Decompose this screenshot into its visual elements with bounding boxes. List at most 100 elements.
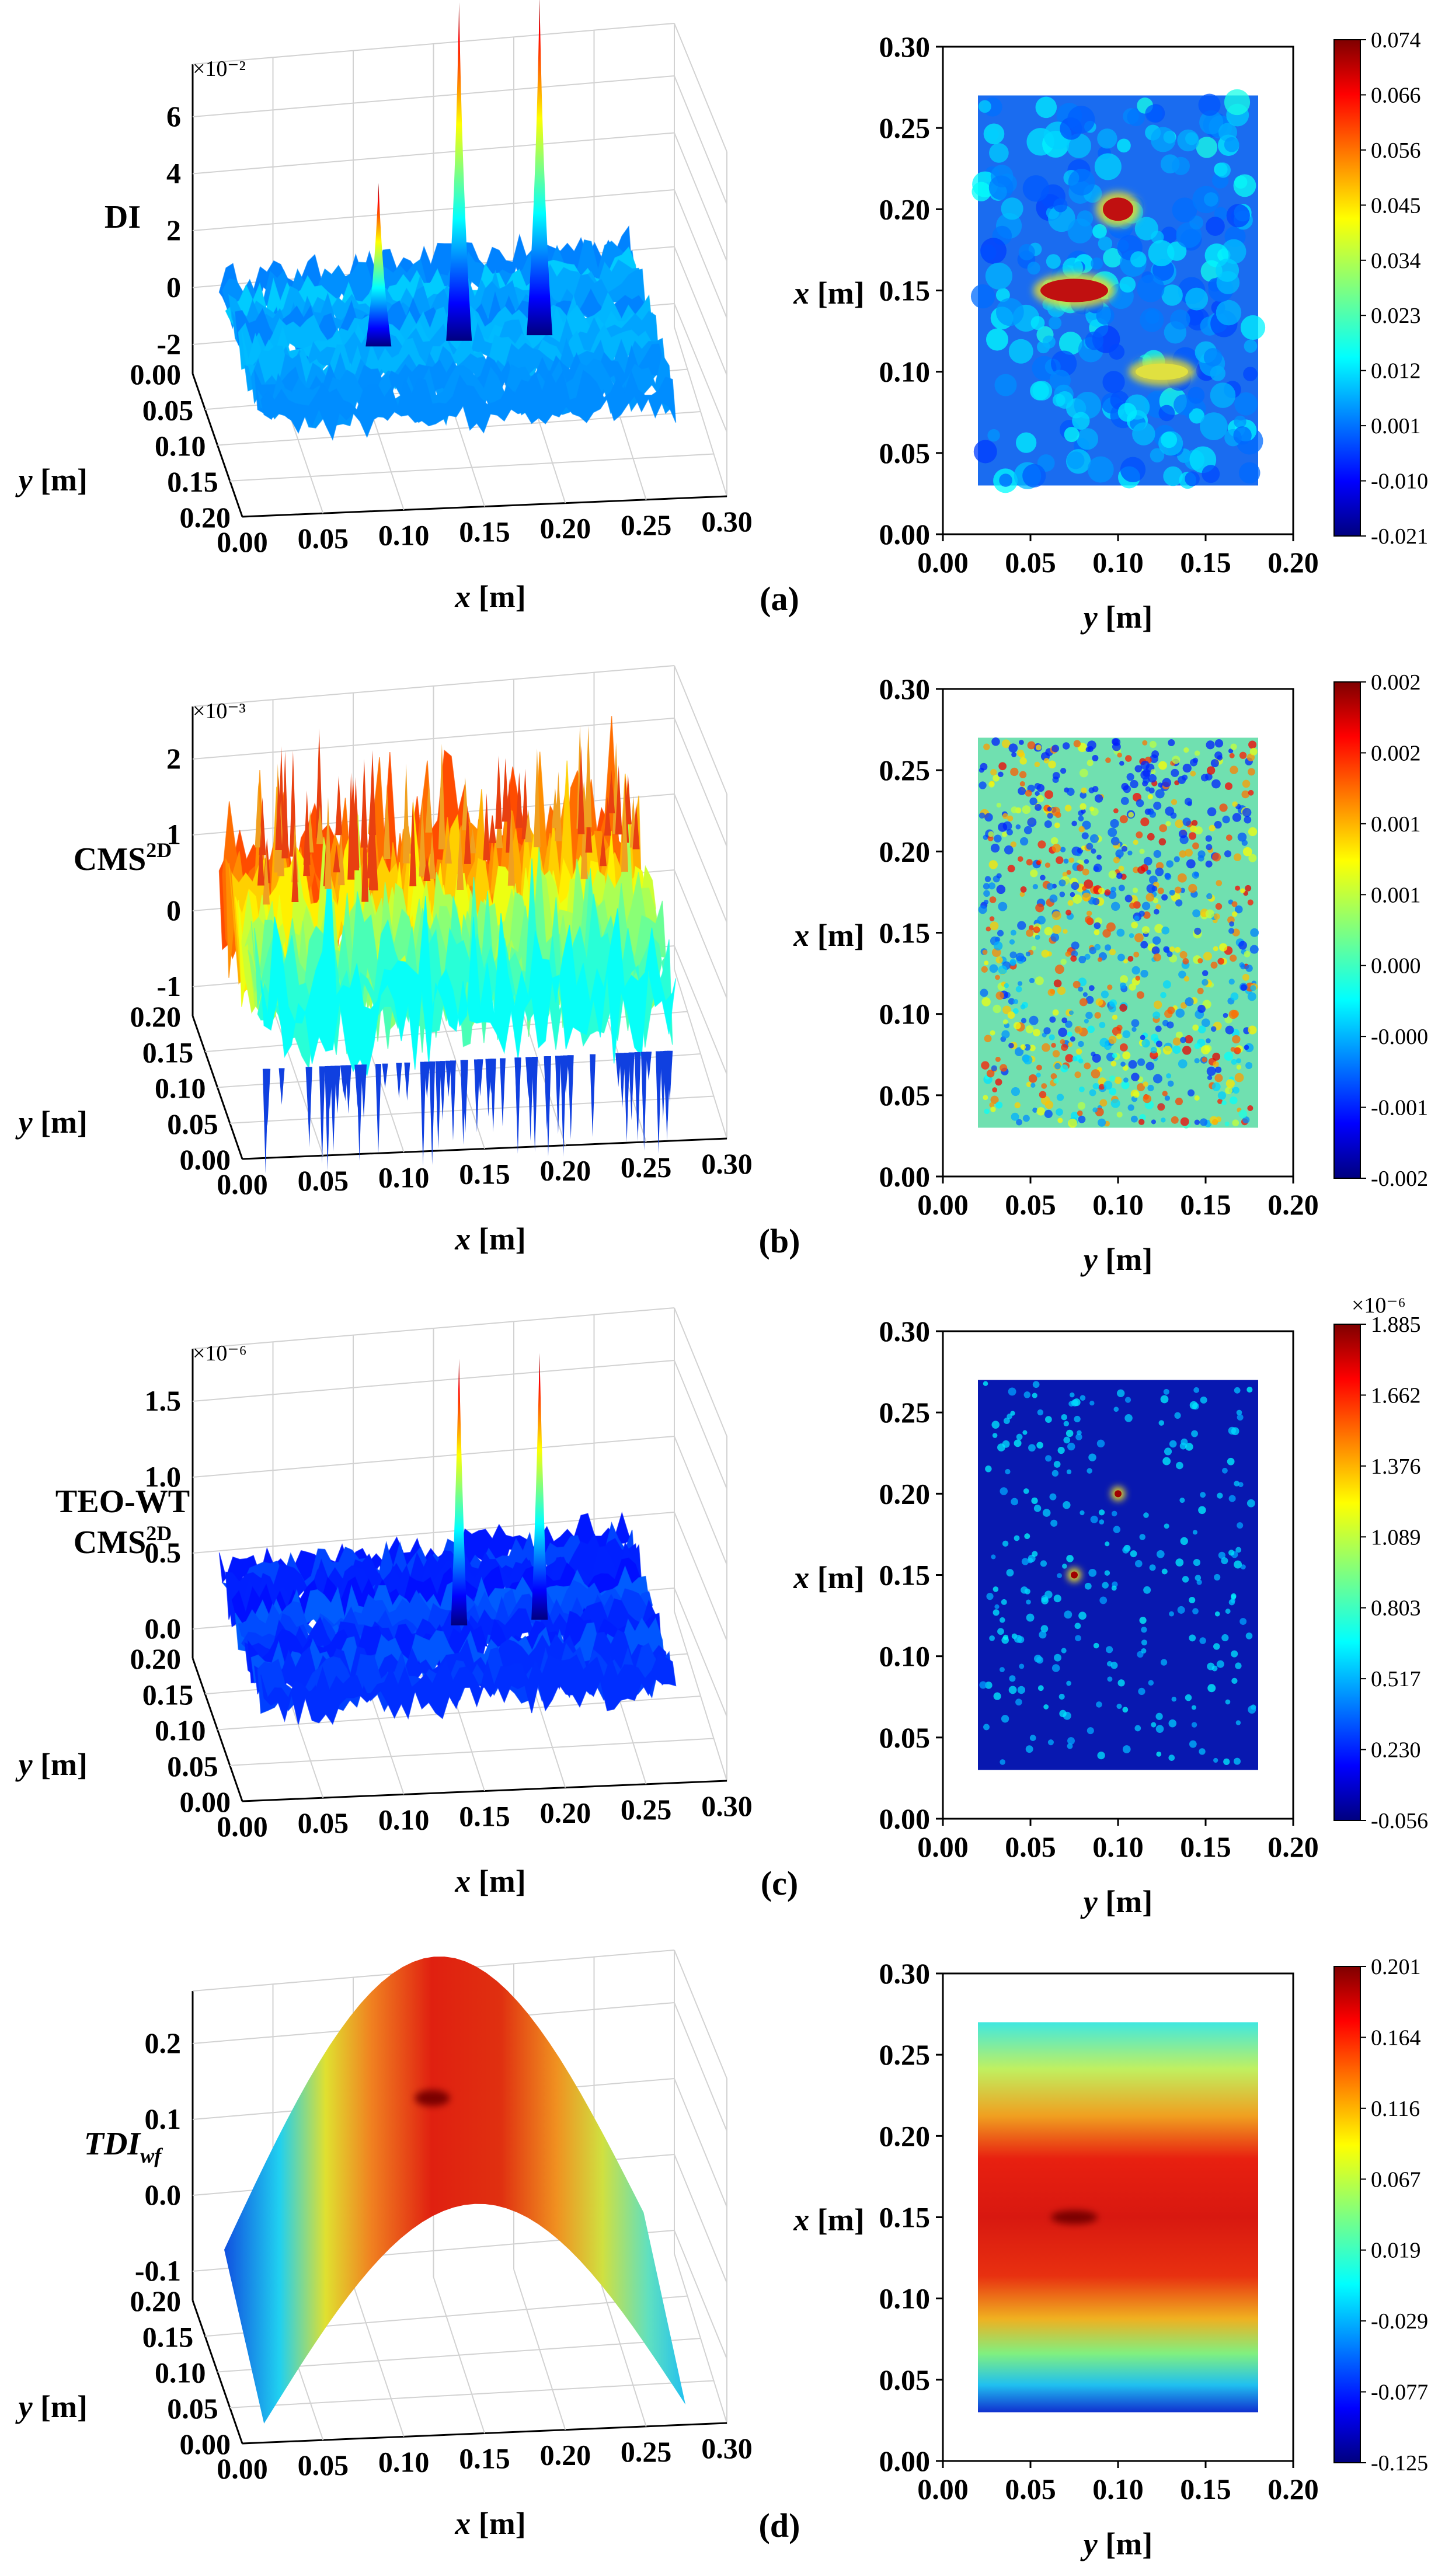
heatmap-y-tick-label: 0.15	[879, 917, 931, 949]
heatmap-cell	[1133, 866, 1140, 873]
x-tick-label: 0.15	[459, 1158, 510, 1190]
heatmap-cell	[1215, 162, 1231, 178]
heatmap-cell	[1153, 1000, 1162, 1009]
heatmap-cell	[1228, 1495, 1236, 1502]
heatmap-cell	[1205, 860, 1213, 868]
surface-spike	[361, 1064, 367, 1119]
heatmap-cell	[1131, 1019, 1140, 1028]
heatmap-cell	[1002, 1019, 1008, 1025]
heatmap-cell	[1244, 1045, 1249, 1050]
heatmap-cell	[1068, 1010, 1074, 1015]
heatmap-cell	[1175, 1031, 1183, 1039]
heatmap-cell	[1022, 1115, 1030, 1122]
heatmap-cell	[1036, 1064, 1042, 1071]
heatmap-cell	[1120, 796, 1129, 805]
heatmap-cell	[1066, 1555, 1074, 1562]
heatmap-cell	[994, 374, 1017, 396]
heatmap-cell	[1218, 1551, 1225, 1559]
heatmap-cell	[1197, 987, 1204, 994]
heatmap-cell	[1155, 867, 1164, 876]
heatmap-cell	[1163, 1388, 1169, 1395]
heatmap-cell	[1182, 1576, 1189, 1583]
heatmap-cell	[1085, 331, 1104, 350]
heatmap-cell	[1077, 1110, 1083, 1116]
y-tick-label: 0.10	[155, 1714, 206, 1747]
heatmap-cell	[1217, 1098, 1223, 1104]
heatmap-cell	[1240, 315, 1266, 340]
heatmap-cell	[1092, 754, 1099, 761]
heatmap-cell	[1242, 807, 1252, 817]
heatmap: 0.30 0.25 0.20 0.15 0.10 0.05 0.000.00 0.05 0.10…	[793, 1315, 1318, 1919]
z-tick-label: 4	[166, 157, 181, 190]
heatmap-cell	[1123, 959, 1129, 964]
heatmap-cell	[1213, 1643, 1220, 1650]
panel-label: (a)	[760, 580, 799, 618]
panel-label: (d)	[759, 2507, 800, 2544]
panel-label: (c)	[761, 1864, 798, 1902]
heatmap-cell	[1040, 1560, 1047, 1567]
colorbar-gradient	[1333, 1966, 1361, 2463]
heatmap-cell	[1096, 854, 1102, 860]
heatmap-cell	[1023, 1391, 1031, 1398]
surface-spike	[445, 1060, 452, 1097]
surface-spike	[545, 1056, 551, 1157]
heatmap-y-axis-label: x [m]	[793, 276, 864, 311]
heatmap-x-tick-label: 0.10	[1092, 1830, 1144, 1863]
heatmap-cell	[1247, 1105, 1253, 1112]
heatmap-cell	[1016, 1433, 1023, 1440]
surface-spike	[409, 798, 417, 887]
heatmap-cell	[1234, 1047, 1241, 1054]
panel-b: 210-1×10⁻³0.00 0.05 0.10 0.15 0.20 0.25 0.300.…	[15, 665, 1428, 1277]
y-tick-label: 0.20	[130, 1642, 182, 1675]
x-tick-label: 0.05	[298, 2449, 349, 2481]
heatmap-cell	[1217, 1091, 1227, 1100]
heatmap-cell	[1221, 1634, 1229, 1642]
heatmap-peak	[1040, 279, 1108, 302]
heatmap-cell	[1081, 787, 1087, 794]
heatmap-cell	[1213, 1061, 1219, 1068]
heatmap-cell	[1118, 885, 1125, 892]
heatmap-cell	[1087, 760, 1094, 767]
heatmap-cell	[1232, 1119, 1239, 1127]
y-axis-label-3d: y [m]	[15, 2389, 88, 2424]
heatmap-cell	[1174, 886, 1182, 894]
heatmap-cell	[1148, 774, 1157, 783]
heatmap-cell	[1107, 984, 1113, 990]
heatmap-cell	[1162, 1457, 1171, 1465]
heatmap-cell	[1017, 981, 1023, 986]
heatmap-cell	[1224, 137, 1239, 152]
heatmap-cell	[1121, 782, 1129, 791]
heatmap-cell	[1063, 1436, 1071, 1444]
heatmap-cell	[1242, 973, 1249, 981]
heatmap-cell	[1241, 790, 1250, 799]
heatmap-cell	[1066, 788, 1075, 796]
heatmap-cell	[1048, 760, 1056, 769]
heatmap-cell	[1230, 992, 1239, 1001]
heatmap-x-tick-label: 0.05	[1005, 1188, 1056, 1221]
heatmap-cell	[980, 238, 1007, 264]
panel-label: (b)	[759, 1222, 800, 1260]
heatmap-cell	[1008, 1686, 1017, 1694]
heatmap-cell	[1052, 394, 1066, 407]
heatmap-cell	[1178, 830, 1188, 838]
heatmap-cell	[1235, 885, 1241, 891]
surface-spike	[281, 750, 289, 859]
heatmap-cell	[1223, 1012, 1228, 1018]
heatmap-cell	[989, 964, 998, 973]
heatmap-cell	[1070, 1392, 1075, 1398]
surface-spike	[560, 1055, 566, 1157]
heatmap-cell	[1089, 1400, 1095, 1406]
heatmap-cell	[1008, 1042, 1014, 1049]
heatmap-cell	[1249, 945, 1259, 954]
heatmap-cell	[1037, 1409, 1044, 1416]
surface-spike	[306, 1067, 312, 1148]
heatmap-cell	[1050, 837, 1058, 845]
heatmap-cell	[1202, 979, 1209, 986]
heatmap-cell	[1179, 951, 1188, 959]
heatmap-cell	[1151, 750, 1159, 758]
heatmap-cell	[1039, 1091, 1047, 1099]
heatmap-cell	[1034, 761, 1040, 768]
surface-dip	[415, 2090, 450, 2107]
heatmap-cell	[1084, 1062, 1091, 1070]
heatmap-peak	[1115, 1490, 1122, 1498]
